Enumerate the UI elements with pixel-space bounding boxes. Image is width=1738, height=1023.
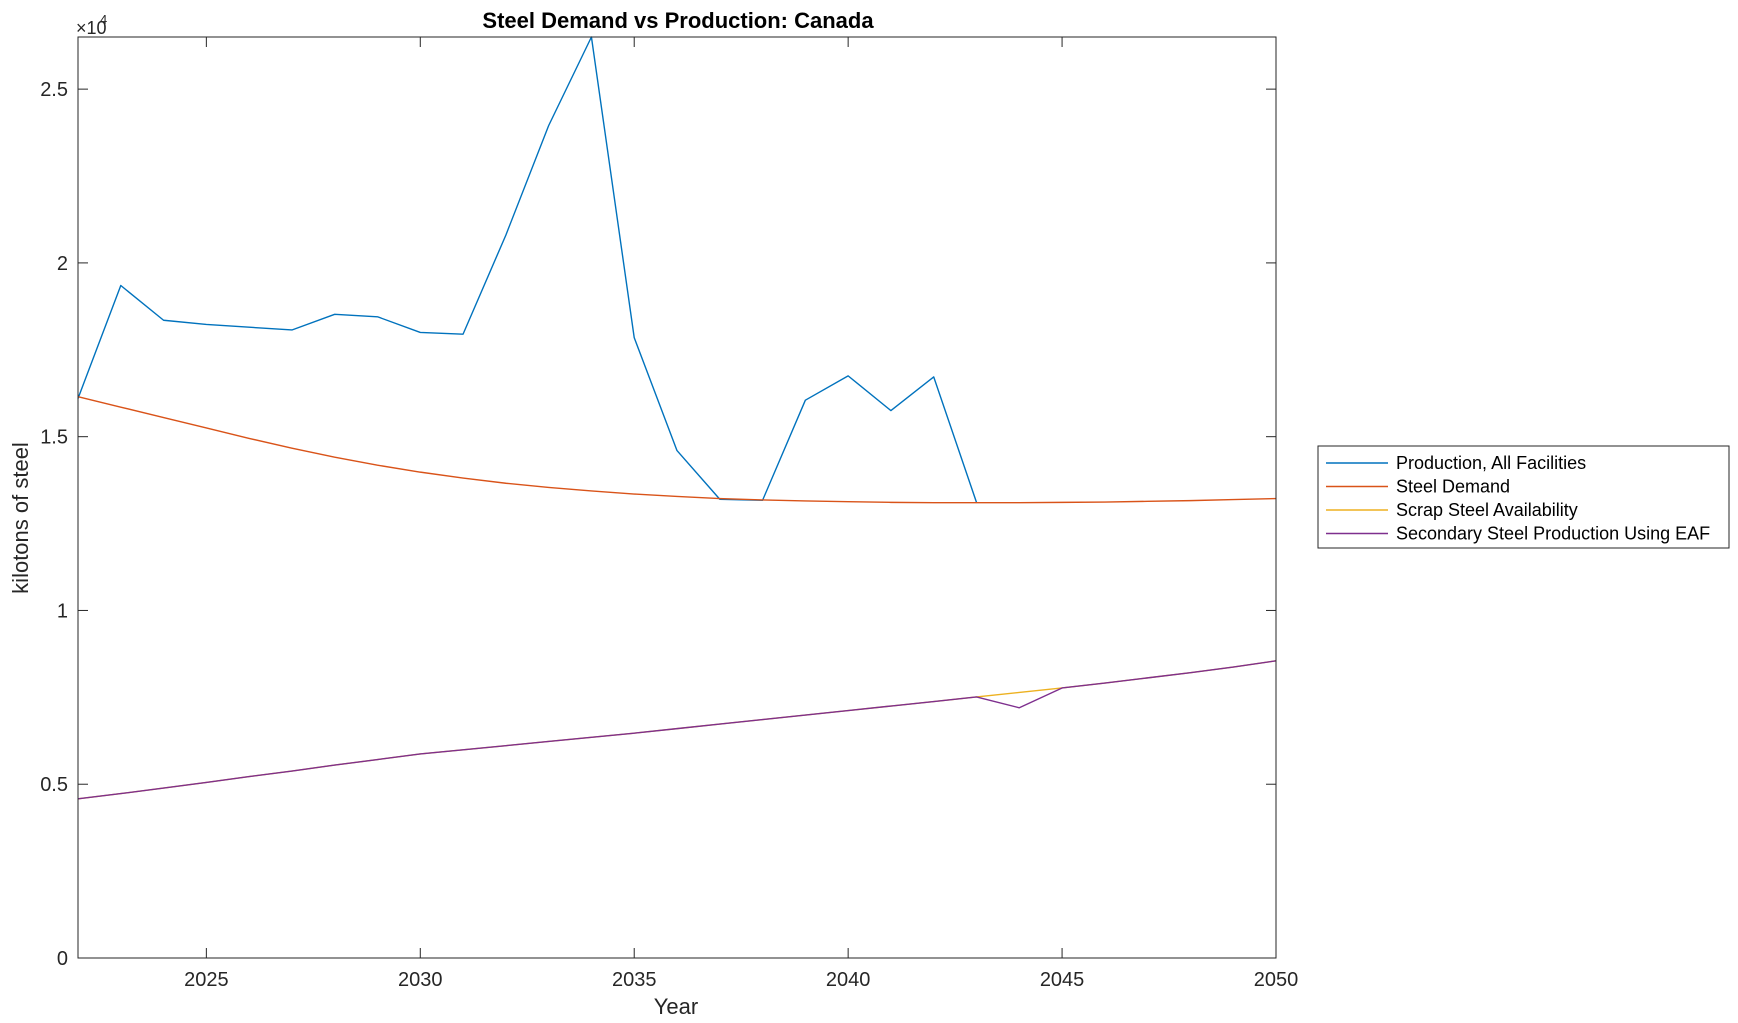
x-axis-label: Year <box>654 994 698 1019</box>
legend-entry: Steel Demand <box>1396 477 1510 497</box>
exponent-power: 4 <box>100 12 107 27</box>
legend-entry: Scrap Steel Availability <box>1396 500 1578 520</box>
y-tick-label: 2.5 <box>40 79 68 101</box>
y-tick-label: 0 <box>57 948 68 970</box>
x-axis-ticks: 2025 2030 2035 2040 2045 2050 <box>184 37 1298 991</box>
y-tick-label: 1.5 <box>40 427 68 449</box>
x-tick-label: 2030 <box>398 969 443 991</box>
series-line-1 <box>77 36 978 503</box>
legend-entry: Secondary Steel Production Using EAF <box>1396 524 1710 544</box>
y-axis-exponent: ×10 4 <box>76 12 107 38</box>
series-layer <box>77 36 1277 800</box>
chart-title: Steel Demand vs Production: Canada <box>482 8 874 33</box>
series-line-2 <box>77 396 1277 504</box>
y-tick-label: 0.5 <box>40 774 68 796</box>
series-line-4 <box>77 660 1277 800</box>
legend-entry: Production, All Facilities <box>1396 453 1586 473</box>
plot-area-frame <box>77 36 1277 959</box>
x-tick-label: 2035 <box>612 969 657 991</box>
x-tick-label: 2025 <box>184 969 229 991</box>
y-tick-label: 2 <box>57 253 68 275</box>
series-line-3 <box>77 660 1277 800</box>
y-axis-ticks: 0 0.5 1 1.5 2 2.5 <box>40 79 1276 970</box>
x-tick-label: 2050 <box>1254 969 1299 991</box>
y-axis-label: kilotons of steel <box>8 442 33 594</box>
y-tick-label: 1 <box>57 600 68 622</box>
x-tick-label: 2040 <box>826 969 871 991</box>
x-tick-label: 2045 <box>1040 969 1085 991</box>
legend: Production, All Facilities Steel Demand Sc… <box>1317 445 1730 549</box>
exponent-base: ×10 <box>76 18 107 38</box>
